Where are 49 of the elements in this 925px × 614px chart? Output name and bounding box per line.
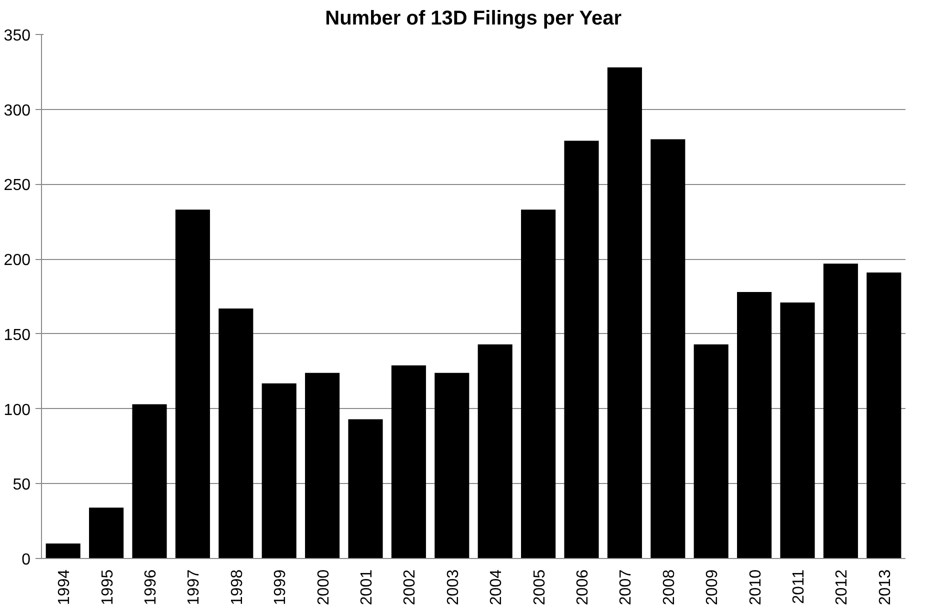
x-tick-label: 2001 (358, 569, 376, 606)
y-tick-label: 300 (4, 102, 31, 120)
y-tick-label: 0 (22, 552, 31, 568)
x-tick-label: 1999 (272, 569, 290, 606)
bar (564, 140, 599, 558)
bar (391, 365, 426, 558)
bar (607, 67, 642, 558)
bar (348, 419, 383, 558)
bar (780, 302, 815, 558)
x-tick-label: 2012 (834, 569, 851, 606)
x-tick-label: 2000 (315, 569, 332, 606)
x-tick-label: 2005 (531, 569, 548, 606)
bar (823, 264, 858, 558)
x-tick-label: 2006 (574, 569, 592, 606)
x-tick-label: 2008 (660, 569, 678, 606)
x-tick-label: 2013 (876, 569, 894, 606)
y-tick-label: 150 (4, 326, 31, 344)
x-tick-label: 2007 (618, 569, 635, 606)
bar (478, 344, 512, 558)
x-tick-label: 1996 (142, 569, 160, 606)
x-tick-label: 2004 (488, 569, 506, 606)
bar (262, 383, 296, 558)
x-tick-label: 2002 (402, 569, 419, 606)
x-tick-label: 1998 (228, 569, 246, 606)
bar (132, 404, 167, 558)
x-tick-label: 1994 (56, 569, 74, 606)
x-tick-label: 1995 (99, 569, 116, 606)
x-tick-label: 2009 (704, 569, 722, 606)
bar (434, 372, 470, 558)
x-tick-label: 1997 (186, 569, 203, 606)
bar (866, 272, 902, 558)
bar (175, 210, 210, 558)
chart-title: Number of 13D Filings per Year (325, 8, 622, 30)
y-tick-label: 250 (4, 177, 31, 194)
bar (521, 210, 556, 558)
y-tick-label: 350 (4, 28, 31, 44)
bar (46, 544, 80, 558)
bar (650, 139, 686, 558)
bar (89, 508, 124, 558)
bar (694, 344, 728, 558)
y-tick-label: 200 (4, 252, 31, 270)
y-tick-label: 50 (12, 476, 31, 494)
x-tick-label: 2010 (747, 569, 764, 606)
bar (305, 372, 340, 558)
bar (218, 308, 254, 558)
x-tick-label: 2011 (790, 569, 808, 604)
bar (737, 292, 772, 558)
x-tick-label: 2003 (444, 569, 462, 606)
y-tick-label: 100 (4, 402, 31, 419)
